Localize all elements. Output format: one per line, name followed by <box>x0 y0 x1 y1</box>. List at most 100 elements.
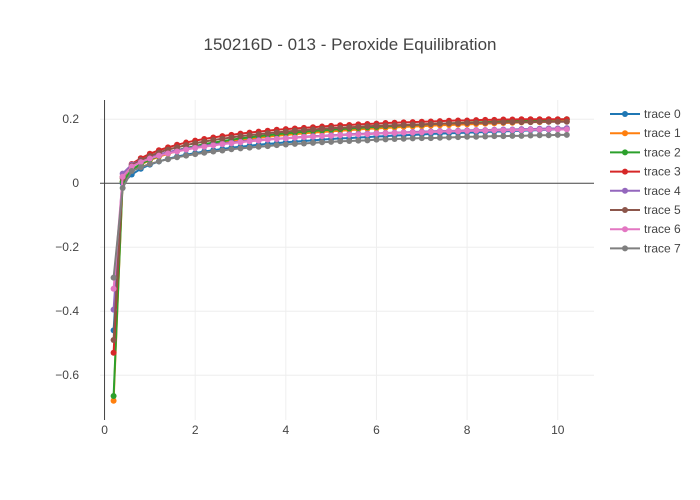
data-point <box>527 119 534 126</box>
data-point <box>409 121 416 128</box>
data-point <box>300 134 307 141</box>
legend-item: trace 4 <box>610 184 681 198</box>
data-point <box>427 129 434 135</box>
x-tick-label: 0 <box>101 423 108 437</box>
legend-label: trace 7 <box>644 241 681 255</box>
data-point <box>418 121 425 128</box>
data-point <box>319 133 326 140</box>
data-point <box>427 135 434 142</box>
data-point <box>518 132 525 139</box>
data-point <box>300 127 307 134</box>
legend-marker <box>622 187 628 194</box>
data-point <box>219 135 226 142</box>
data-point <box>509 119 516 126</box>
data-point <box>536 132 543 139</box>
data-point <box>273 136 280 143</box>
data-point <box>201 143 208 150</box>
x-tick-label: 6 <box>373 423 380 437</box>
data-point <box>400 135 407 142</box>
data-point <box>174 144 181 151</box>
data-point <box>391 129 398 136</box>
y-tick-label: −0.4 <box>55 304 79 318</box>
data-point <box>328 125 335 132</box>
data-point <box>409 135 416 142</box>
legend-label: trace 4 <box>644 184 681 198</box>
data-point <box>455 120 462 127</box>
data-point <box>482 127 489 134</box>
data-point <box>491 133 498 140</box>
data-point <box>563 131 570 138</box>
legend-marker <box>622 245 628 252</box>
data-point <box>554 126 561 133</box>
data-point <box>518 127 525 134</box>
data-point <box>319 139 326 146</box>
data-point <box>455 128 462 135</box>
data-point <box>310 139 317 146</box>
data-point <box>273 142 280 149</box>
legend-marker <box>622 207 628 213</box>
data-point <box>310 126 317 133</box>
data-point <box>500 119 507 126</box>
data-point <box>192 140 199 147</box>
data-point <box>445 128 452 135</box>
data-point <box>146 155 153 162</box>
data-point <box>364 137 371 144</box>
data-point <box>464 120 471 127</box>
data-point <box>183 142 190 149</box>
data-point <box>210 137 217 143</box>
data-point <box>500 127 507 134</box>
y-axis-ticks: −0.6 −0.4 −0.2 0 0.2 <box>55 112 79 382</box>
data-point <box>255 143 262 150</box>
series-trace-7 <box>110 131 570 281</box>
data-point <box>418 135 425 142</box>
data-point <box>282 135 289 142</box>
data-point <box>455 134 462 141</box>
data-point <box>545 118 552 125</box>
data-point <box>110 349 117 356</box>
data-point <box>527 132 534 139</box>
data-point <box>563 118 570 125</box>
data-point <box>146 161 153 167</box>
data-point <box>328 132 335 139</box>
data-point <box>291 140 298 147</box>
data-point <box>518 119 525 126</box>
data-point <box>246 138 253 145</box>
series-trace-6 <box>110 126 570 292</box>
data-point <box>391 122 398 129</box>
data-point <box>119 173 126 180</box>
series-trace-5 <box>110 118 570 343</box>
data-point <box>174 154 181 161</box>
data-point <box>273 129 280 136</box>
data-point <box>337 138 344 145</box>
data-point <box>282 128 289 135</box>
data-point <box>373 122 380 129</box>
data-point <box>473 133 480 140</box>
data-point <box>445 120 452 127</box>
data-point <box>228 146 235 153</box>
data-point <box>110 397 117 404</box>
data-point <box>355 137 362 144</box>
data-point <box>364 131 371 138</box>
data-point <box>155 152 162 159</box>
data-point <box>328 138 335 145</box>
legend-item: trace 2 <box>610 145 681 159</box>
plot-area <box>110 116 570 404</box>
data-point <box>310 133 317 140</box>
data-point <box>164 150 171 157</box>
data-point <box>264 130 271 137</box>
data-point <box>192 145 199 151</box>
data-point <box>219 141 226 148</box>
x-axis-ticks: 0 2 4 6 8 10 <box>101 423 565 437</box>
data-point <box>174 148 181 155</box>
data-point <box>355 131 362 138</box>
data-point <box>346 137 353 144</box>
data-point <box>473 119 480 126</box>
data-point <box>563 126 570 133</box>
data-point <box>137 164 144 171</box>
data-point <box>346 131 353 138</box>
data-point <box>545 132 552 139</box>
legend-label: trace 1 <box>644 126 681 140</box>
x-tick-label: 2 <box>192 423 199 437</box>
data-point <box>246 144 253 151</box>
